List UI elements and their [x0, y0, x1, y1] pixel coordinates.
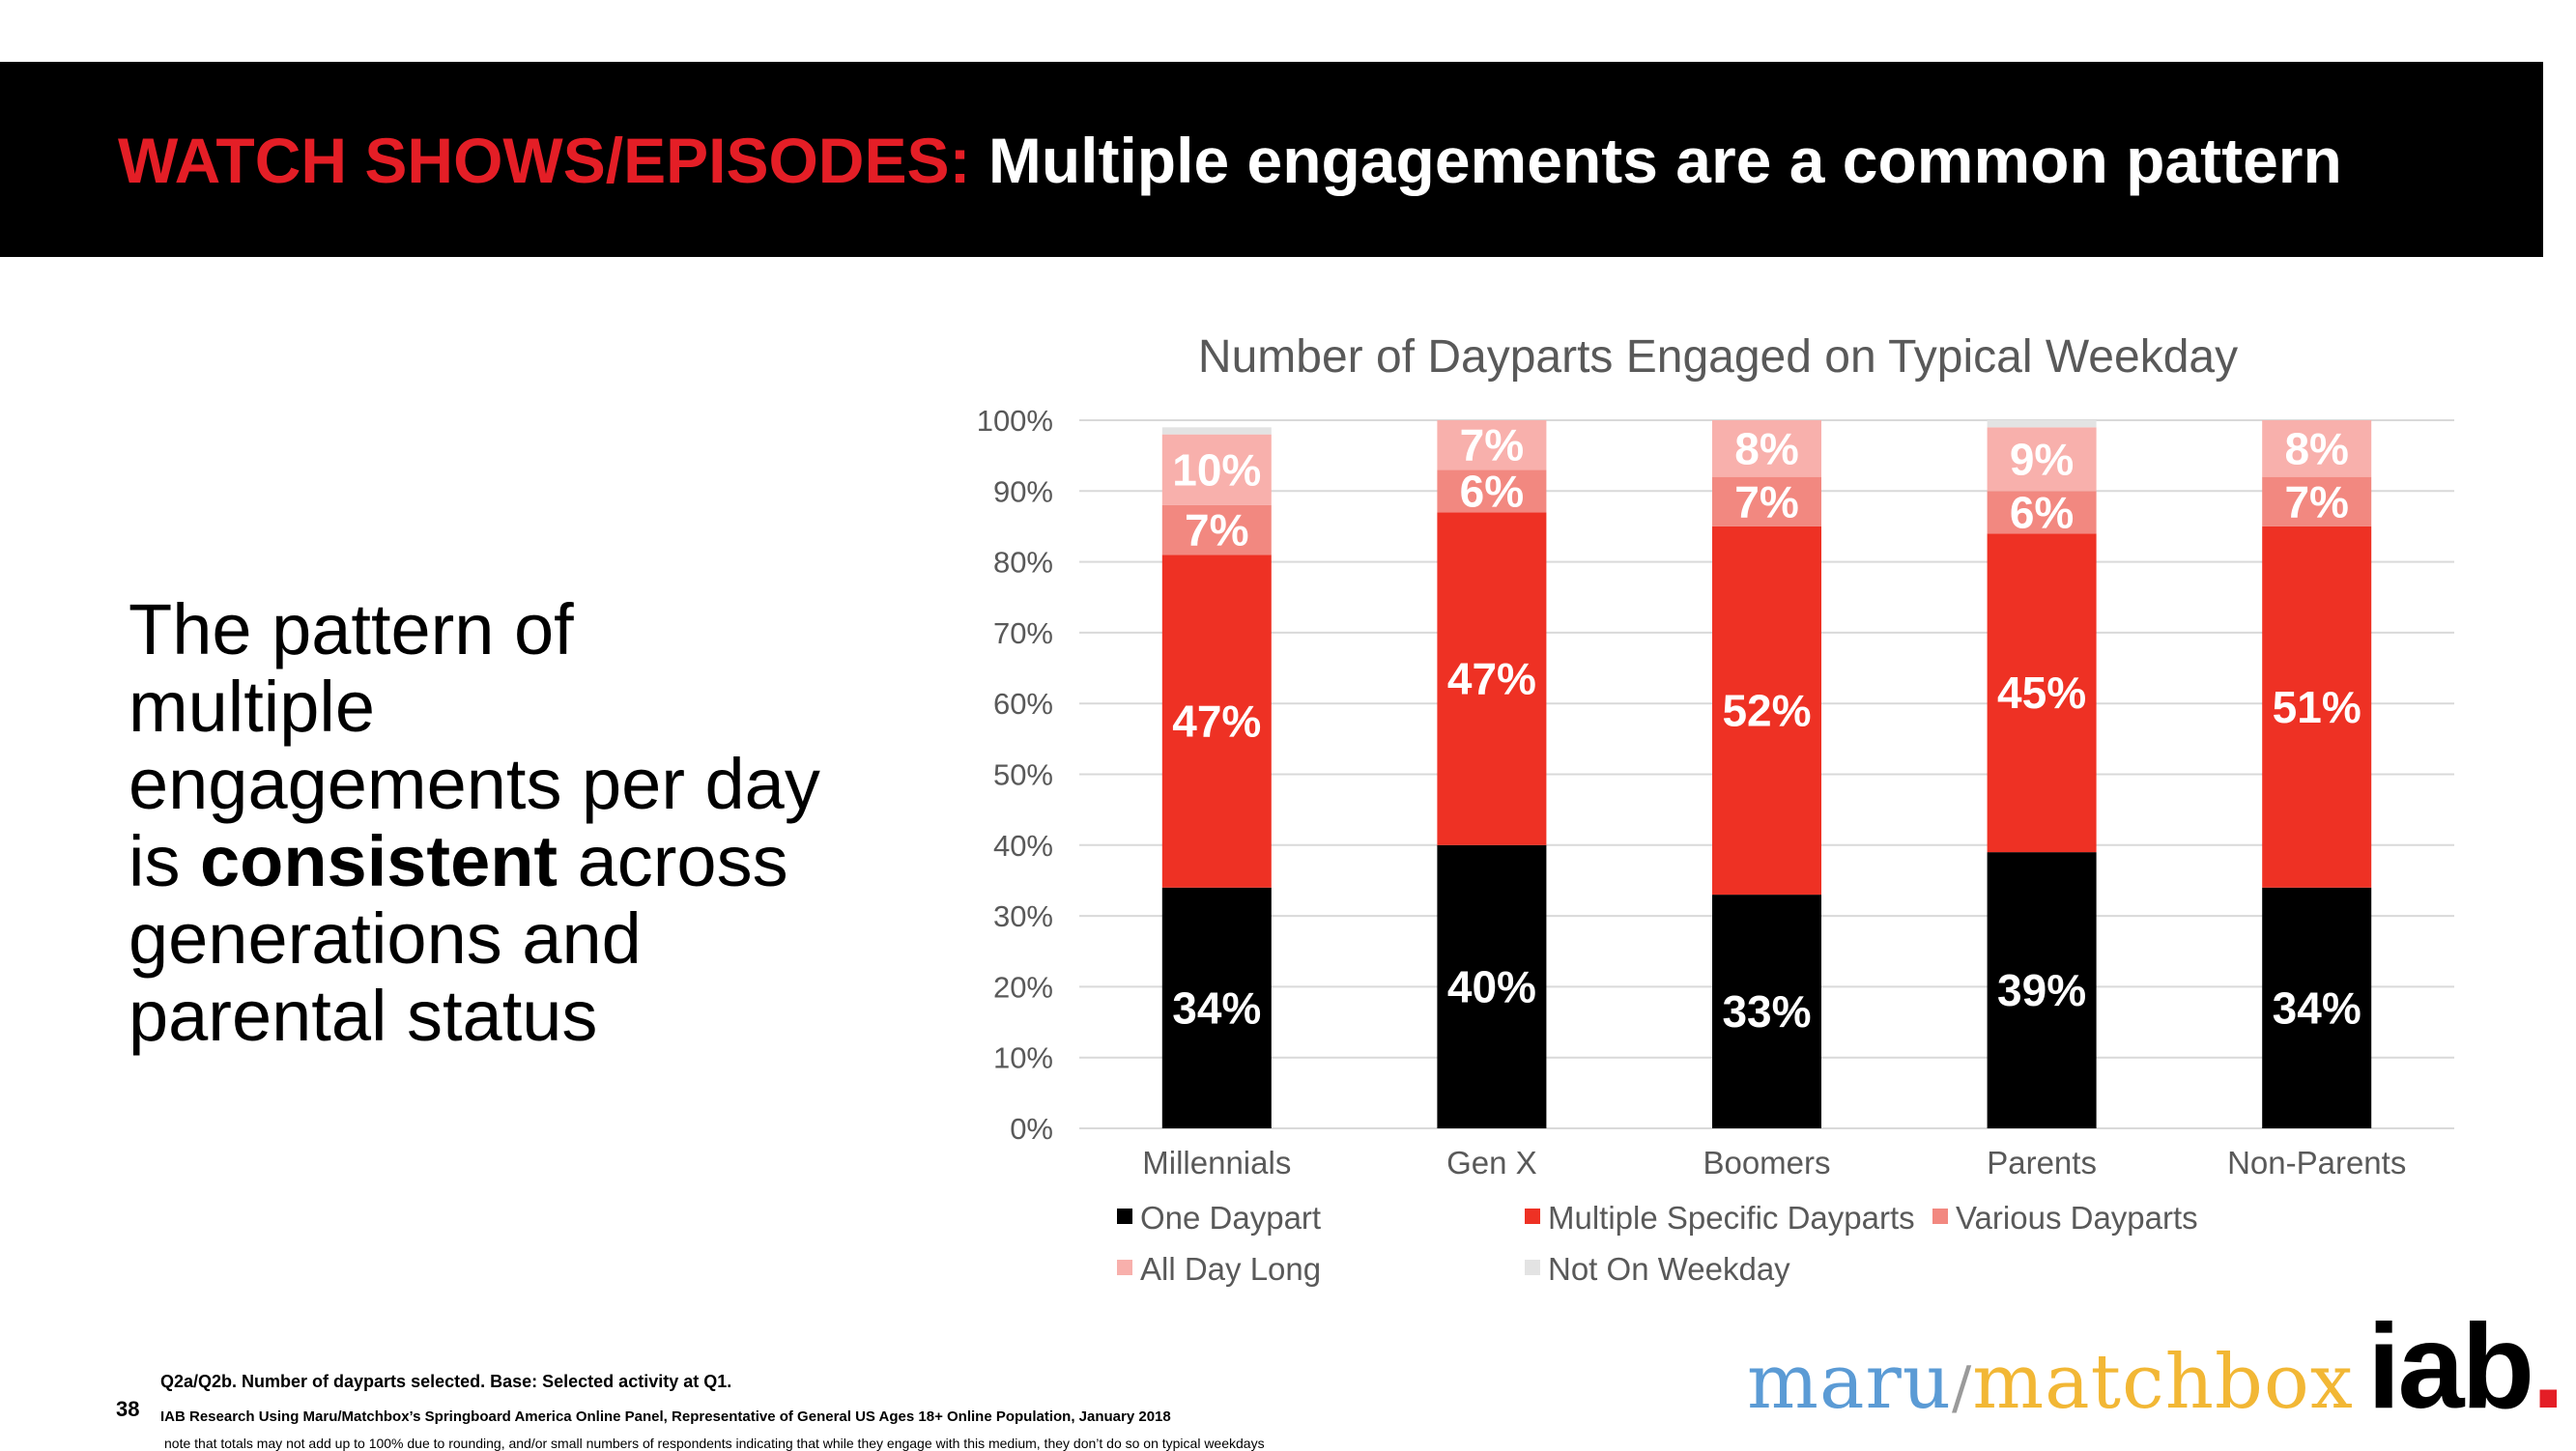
- bar-segment: [1712, 476, 1821, 526]
- data-label: 52%: [1722, 686, 1811, 736]
- bar-segment: [2262, 420, 2372, 477]
- x-category-label: Gen X: [1446, 1145, 1537, 1181]
- y-tick-label: 90%: [993, 474, 1053, 508]
- bar-segment: [1987, 491, 2097, 534]
- data-label: 7%: [1734, 476, 1798, 526]
- legend-label: Multiple Specific Dayparts: [1548, 1200, 1915, 1236]
- legend-swatch: [1525, 1260, 1540, 1275]
- data-label: 34%: [1172, 982, 1261, 1033]
- bar-segment: [2262, 526, 2372, 888]
- legend-swatch: [1525, 1209, 1540, 1224]
- legend-label: One Daypart: [1140, 1200, 1321, 1236]
- y-tick-label: 100%: [977, 404, 1053, 438]
- data-label: 33%: [1722, 986, 1811, 1037]
- bar-segment: [1437, 420, 1547, 470]
- data-label: 8%: [1734, 423, 1798, 473]
- key-message-post: across generations and parental status: [129, 821, 788, 1056]
- data-label: 34%: [2273, 982, 2361, 1033]
- x-category-label: Non-Parents: [2227, 1145, 2406, 1181]
- bar-segment: [1987, 420, 2097, 428]
- bar-segment: [1437, 469, 1547, 513]
- bar-segment: [1712, 895, 1821, 1128]
- legend-swatch: [1932, 1209, 1948, 1224]
- key-message: The pattern of multiple engagements per …: [129, 591, 824, 1055]
- maru-matchbox-logo: maru/matchbox: [1747, 1339, 2354, 1432]
- source-question: Q2a/Q2b. Number of dayparts selected. Ba…: [160, 1372, 732, 1391]
- data-label: 10%: [1172, 444, 1261, 495]
- data-label: 47%: [1447, 654, 1536, 704]
- bar-segment: [1712, 420, 1821, 477]
- page-number: 38: [116, 1397, 140, 1421]
- bar-segment: [1987, 852, 2097, 1128]
- key-message-pre: The pattern of multiple engagements per …: [129, 589, 820, 901]
- x-category-label: Boomers: [1703, 1145, 1830, 1181]
- bar-segment: [1161, 427, 1272, 435]
- logo-maru-text: maru: [1747, 1339, 1952, 1426]
- chart-title: Number of Dayparts Engaged on Typical We…: [1198, 331, 2238, 383]
- slide-title: WATCH SHOWS/EPISODES: Multiple engagemen…: [118, 120, 2342, 201]
- data-label: 47%: [1172, 697, 1261, 747]
- iab-logo: iab.: [2367, 1304, 2565, 1430]
- data-label: 7%: [1460, 420, 1524, 470]
- legend-label: All Day Long: [1140, 1251, 1321, 1287]
- y-tick-label: 40%: [993, 829, 1053, 863]
- y-tick-label: 0%: [1010, 1112, 1053, 1146]
- data-label: 8%: [2284, 423, 2348, 473]
- y-tick-label: 30%: [993, 899, 1053, 933]
- key-message-bold: consistent: [200, 821, 558, 901]
- legend-label: Various Dayparts: [1956, 1200, 2198, 1236]
- y-tick-label: 80%: [993, 546, 1053, 580]
- slide-title-main: Multiple engagements are a common patter…: [987, 125, 2342, 196]
- bar-segment: [1161, 434, 1272, 505]
- legend-label: Not On Weekday: [1548, 1251, 1790, 1287]
- source-citation: IAB Research Using Maru/Matchbox’s Sprin…: [160, 1408, 1171, 1425]
- source-note: note that totals may not add up to 100% …: [164, 1436, 1265, 1451]
- bar-segment: [1161, 555, 1272, 888]
- title-banner: [0, 62, 2543, 257]
- bar-segment: [2262, 887, 2372, 1128]
- bar-segment: [2262, 476, 2372, 526]
- y-tick-label: 50%: [993, 758, 1053, 792]
- y-tick-label: 20%: [993, 970, 1053, 1004]
- data-label: 40%: [1447, 961, 1536, 1011]
- bar-segment: [1987, 427, 2097, 492]
- x-category-label: Millennials: [1142, 1145, 1291, 1181]
- bar-segment: [1161, 504, 1272, 555]
- data-label: 45%: [1997, 668, 2086, 718]
- data-label: 39%: [1997, 965, 2086, 1015]
- legend-swatch: [1117, 1209, 1132, 1224]
- logo-iab-text: iab: [2367, 1300, 2534, 1434]
- data-label: 7%: [2284, 476, 2348, 526]
- bar-segment: [1437, 844, 1547, 1128]
- bar-segment: [1161, 887, 1272, 1128]
- bar-segment: [1712, 526, 1821, 896]
- legend-swatch: [1117, 1260, 1132, 1275]
- y-tick-label: 10%: [993, 1041, 1053, 1075]
- logo-slash: /: [1952, 1354, 1973, 1422]
- y-tick-label: 60%: [993, 687, 1053, 721]
- data-label: 9%: [2010, 434, 2074, 484]
- logo-iab-dot: .: [2532, 1300, 2564, 1434]
- logo-matchbox-text: matchbox: [1972, 1339, 2354, 1426]
- bar-segment: [1437, 512, 1547, 845]
- data-label: 7%: [1185, 505, 1248, 555]
- data-label: 6%: [1460, 466, 1524, 516]
- slide-title-accent: WATCH SHOWS/EPISODES:: [118, 125, 971, 196]
- data-label: 51%: [2273, 682, 2361, 732]
- bar-segment: [1987, 533, 2097, 853]
- x-category-label: Parents: [1987, 1145, 2097, 1181]
- y-tick-label: 70%: [993, 616, 1053, 650]
- data-label: 6%: [2010, 487, 2074, 537]
